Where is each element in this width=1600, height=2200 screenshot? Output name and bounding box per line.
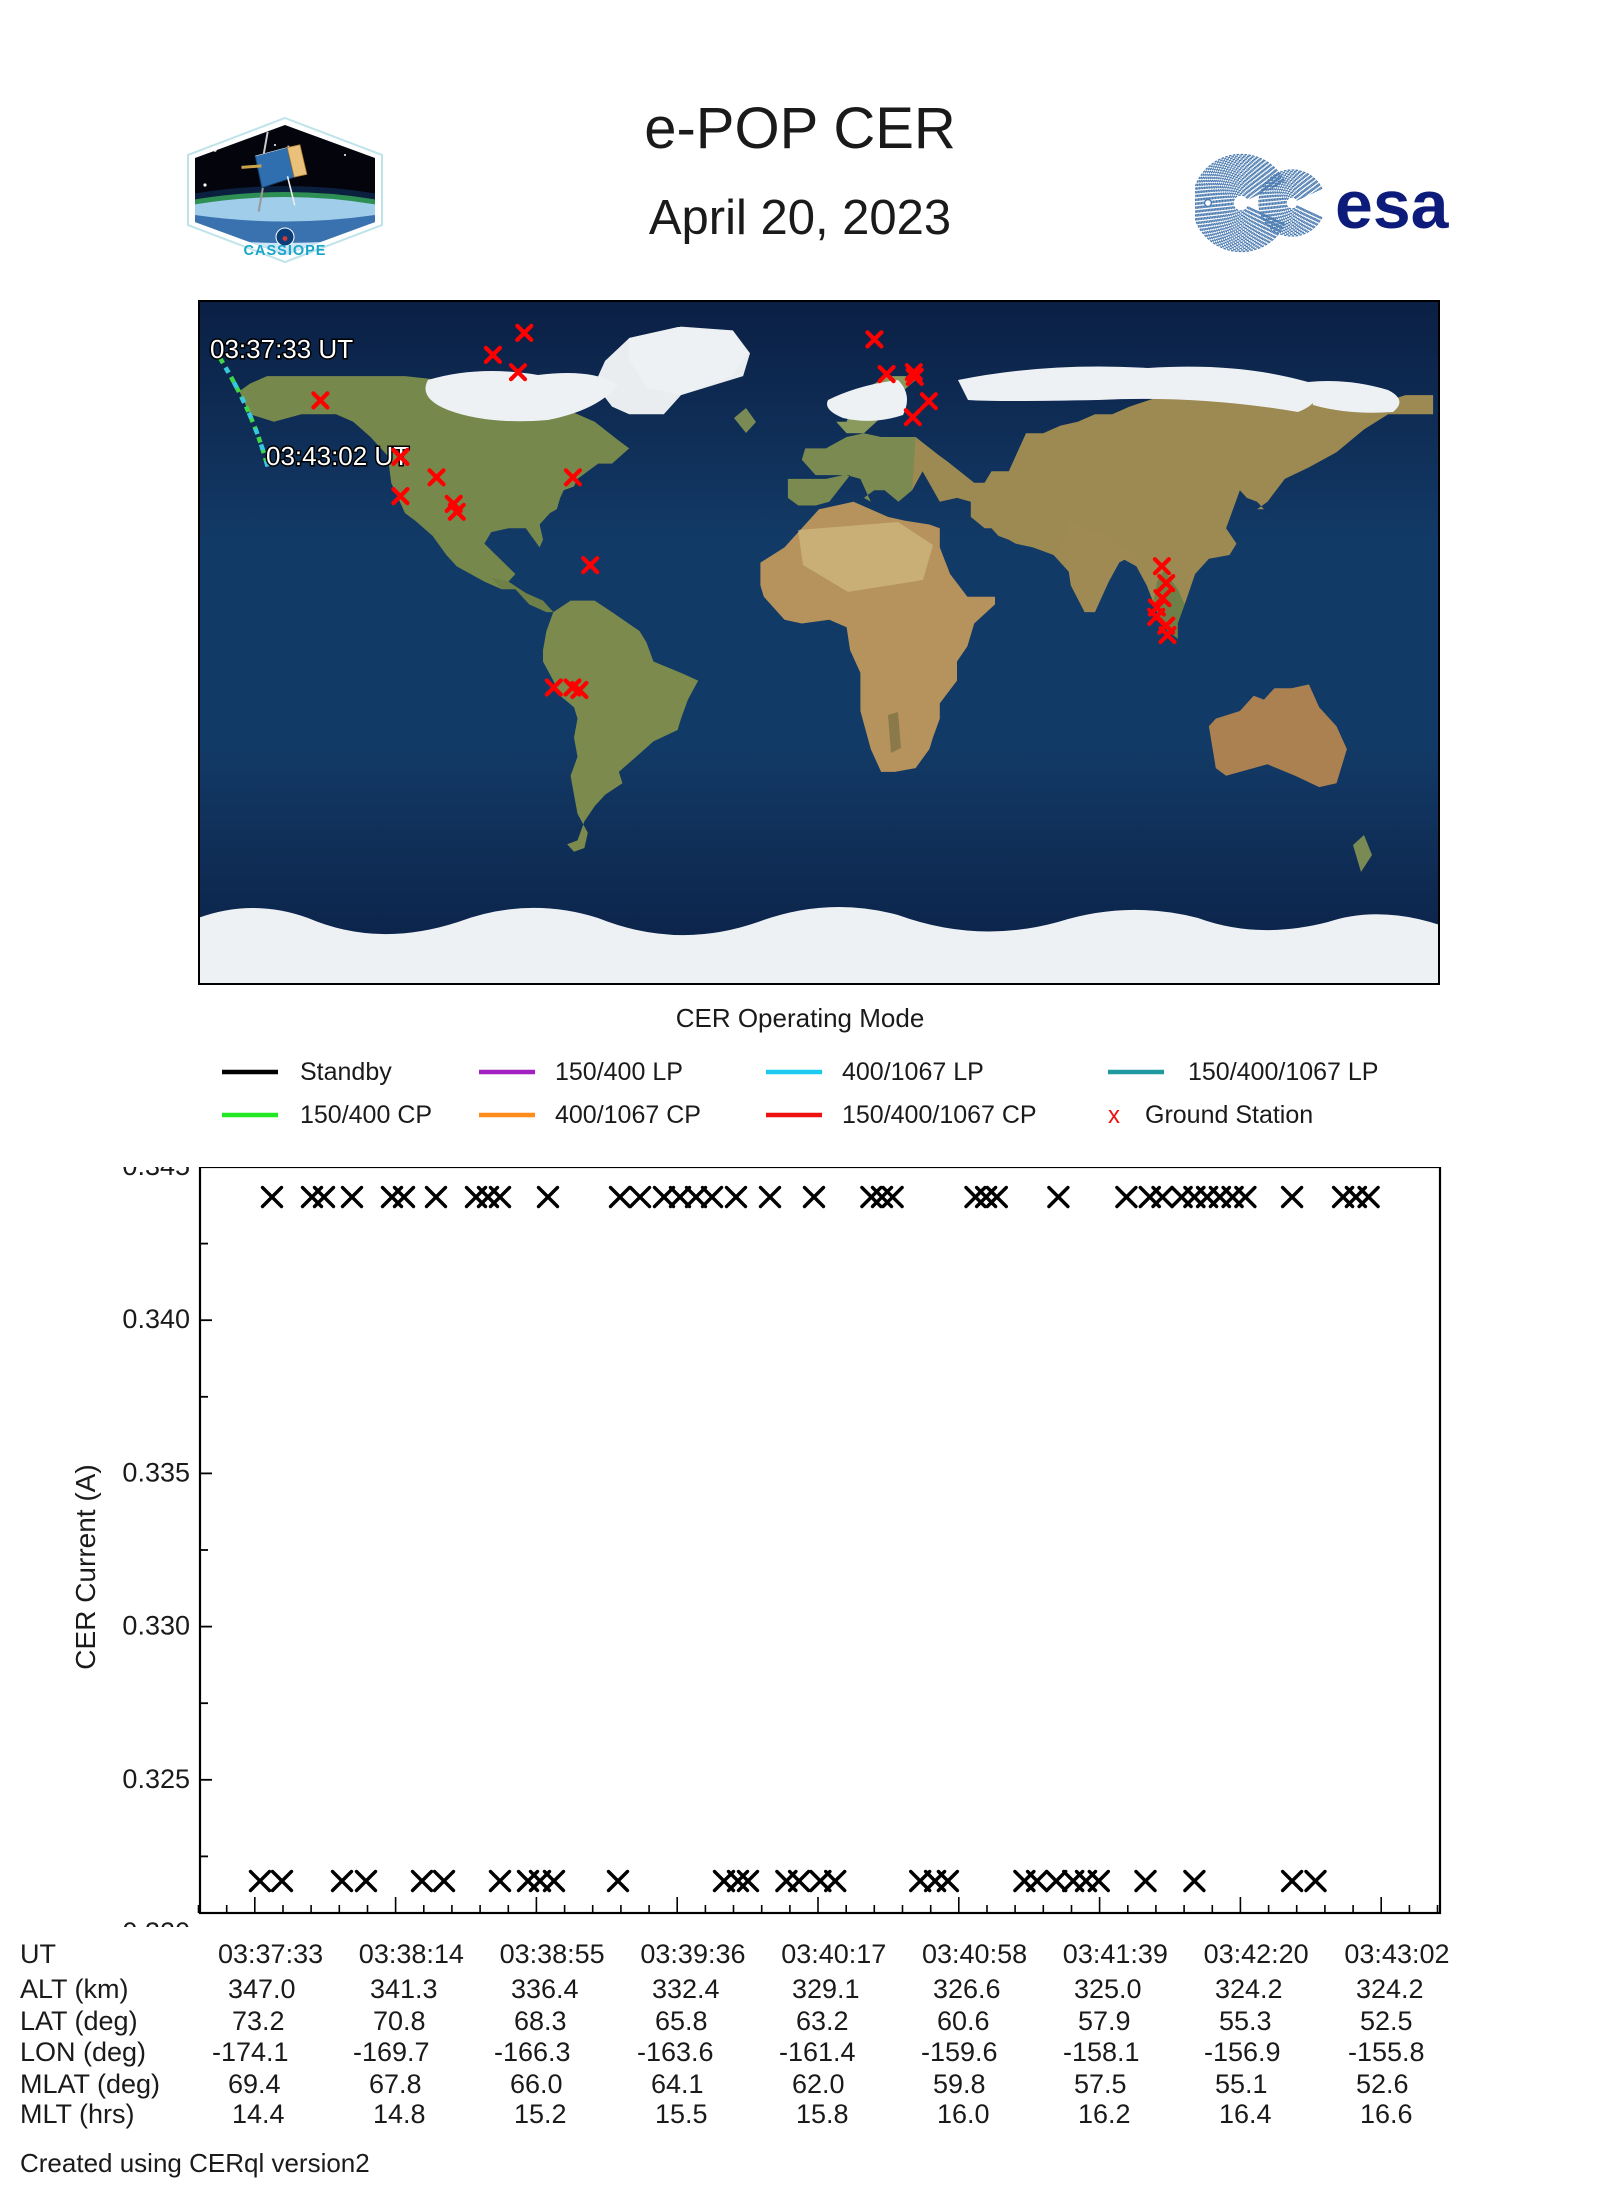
svg-text:324.2: 324.2 bbox=[1215, 1974, 1283, 2004]
svg-text:63.2: 63.2 bbox=[796, 2006, 849, 2036]
svg-text:332.4: 332.4 bbox=[652, 1974, 720, 2004]
svg-text:73.2: 73.2 bbox=[232, 2006, 285, 2036]
svg-text:329.1: 329.1 bbox=[792, 1974, 860, 2004]
svg-text:LAT (deg): LAT (deg) bbox=[20, 2006, 138, 2036]
svg-text:59.8: 59.8 bbox=[933, 2069, 986, 2099]
svg-text:03:40:58: 03:40:58 bbox=[922, 1939, 1027, 1969]
svg-text:70.8: 70.8 bbox=[373, 2006, 426, 2036]
svg-text:0.345: 0.345 bbox=[122, 1167, 190, 1181]
svg-text:-169.7: -169.7 bbox=[353, 2037, 430, 2067]
svg-text:150/400/1067 LP: 150/400/1067 LP bbox=[1188, 1058, 1378, 1086]
svg-text:CER Current (A): CER Current (A) bbox=[70, 1464, 101, 1669]
svg-text:-161.4: -161.4 bbox=[779, 2037, 856, 2067]
svg-text:-159.6: -159.6 bbox=[921, 2037, 998, 2067]
svg-text:-163.6: -163.6 bbox=[637, 2037, 714, 2067]
svg-text:MLAT (deg): MLAT (deg) bbox=[20, 2069, 160, 2099]
svg-text:-155.8: -155.8 bbox=[1348, 2037, 1425, 2067]
svg-text:325.0: 325.0 bbox=[1074, 1974, 1142, 2004]
svg-text:52.6: 52.6 bbox=[1356, 2069, 1409, 2099]
svg-text:341.3: 341.3 bbox=[370, 1974, 438, 2004]
svg-text:336.4: 336.4 bbox=[511, 1974, 579, 2004]
svg-text:ALT (km): ALT (km) bbox=[20, 1974, 129, 2004]
svg-text:MLT (hrs): MLT (hrs) bbox=[20, 2099, 135, 2129]
svg-text:-166.3: -166.3 bbox=[494, 2037, 571, 2067]
svg-text:57.9: 57.9 bbox=[1078, 2006, 1131, 2036]
svg-text:16.0: 16.0 bbox=[937, 2099, 990, 2129]
svg-text:62.0: 62.0 bbox=[792, 2069, 845, 2099]
svg-text:03:40:17: 03:40:17 bbox=[781, 1939, 886, 1969]
svg-text:0.330: 0.330 bbox=[122, 1611, 190, 1641]
svg-text:x: x bbox=[1108, 1102, 1120, 1129]
svg-text:03:38:55: 03:38:55 bbox=[500, 1939, 605, 1969]
svg-text:03:41:39: 03:41:39 bbox=[1063, 1939, 1168, 1969]
svg-text:-156.9: -156.9 bbox=[1204, 2037, 1281, 2067]
svg-text:60.6: 60.6 bbox=[937, 2006, 990, 2036]
svg-text:16.6: 16.6 bbox=[1360, 2099, 1413, 2129]
svg-text:400/1067 CP: 400/1067 CP bbox=[555, 1101, 701, 1129]
svg-text:347.0: 347.0 bbox=[228, 1974, 296, 2004]
svg-text:67.8: 67.8 bbox=[369, 2069, 422, 2099]
svg-text:0.325: 0.325 bbox=[122, 1764, 190, 1794]
svg-text:03:38:14: 03:38:14 bbox=[359, 1939, 464, 1969]
svg-text:150/400 LP: 150/400 LP bbox=[555, 1058, 683, 1086]
svg-text:03:37:33: 03:37:33 bbox=[218, 1939, 323, 1969]
svg-text:14.8: 14.8 bbox=[373, 2099, 426, 2129]
svg-text:LON (deg): LON (deg) bbox=[20, 2037, 146, 2067]
svg-text:15.8: 15.8 bbox=[796, 2099, 849, 2129]
svg-text:69.4: 69.4 bbox=[228, 2069, 281, 2099]
svg-text:-174.1: -174.1 bbox=[212, 2037, 289, 2067]
svg-text:0.335: 0.335 bbox=[122, 1457, 190, 1487]
svg-text:03:43:02: 03:43:02 bbox=[1344, 1939, 1449, 1969]
svg-text:Ground Station: Ground Station bbox=[1145, 1101, 1313, 1129]
svg-text:150/400 CP: 150/400 CP bbox=[300, 1101, 432, 1129]
svg-text:16.4: 16.4 bbox=[1219, 2099, 1272, 2129]
svg-text:15.2: 15.2 bbox=[514, 2099, 567, 2129]
svg-text:55.3: 55.3 bbox=[1219, 2006, 1272, 2036]
svg-text:0.340: 0.340 bbox=[122, 1304, 190, 1334]
svg-text:66.0: 66.0 bbox=[510, 2069, 563, 2099]
svg-text:68.3: 68.3 bbox=[514, 2006, 567, 2036]
svg-text:52.5: 52.5 bbox=[1360, 2006, 1413, 2036]
svg-text:400/1067 LP: 400/1067 LP bbox=[842, 1058, 984, 1086]
svg-text:UT: UT bbox=[20, 1939, 56, 1969]
svg-text:15.5: 15.5 bbox=[655, 2099, 708, 2129]
svg-text:esa: esa bbox=[1335, 167, 1450, 243]
svg-text:Standby: Standby bbox=[300, 1058, 392, 1086]
svg-text:326.6: 326.6 bbox=[933, 1974, 1001, 2004]
svg-text:-158.1: -158.1 bbox=[1063, 2037, 1140, 2067]
svg-text:324.2: 324.2 bbox=[1356, 1974, 1424, 2004]
svg-text:03:39:36: 03:39:36 bbox=[640, 1939, 745, 1969]
svg-text:57.5: 57.5 bbox=[1074, 2069, 1127, 2099]
svg-text:03:42:20: 03:42:20 bbox=[1204, 1939, 1309, 1969]
svg-text:65.8: 65.8 bbox=[655, 2006, 708, 2036]
svg-text:16.2: 16.2 bbox=[1078, 2099, 1131, 2129]
svg-text:14.4: 14.4 bbox=[232, 2099, 285, 2129]
svg-text:55.1: 55.1 bbox=[1215, 2069, 1268, 2099]
svg-text:64.1: 64.1 bbox=[651, 2069, 704, 2099]
svg-text:150/400/1067 CP: 150/400/1067 CP bbox=[842, 1101, 1037, 1129]
